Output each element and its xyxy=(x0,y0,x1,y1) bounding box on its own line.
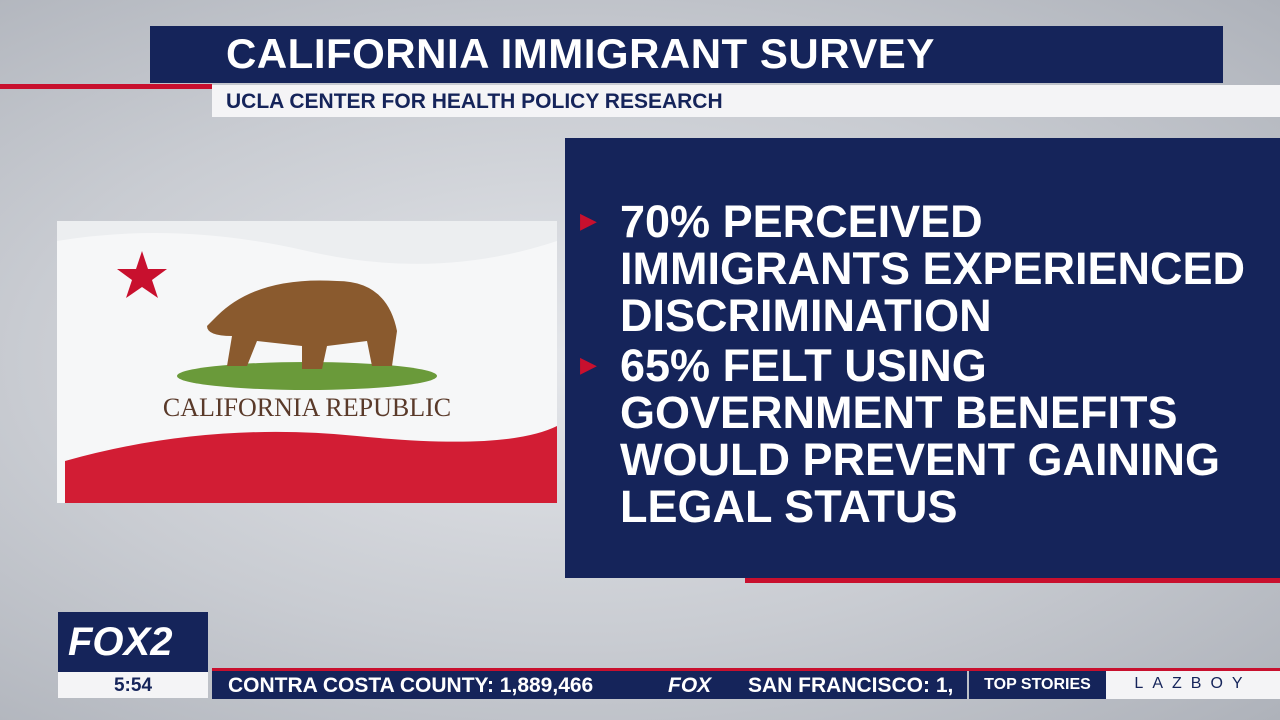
bullet-marker: ▶ xyxy=(580,352,597,377)
title-bar xyxy=(150,26,1223,83)
panel-accent xyxy=(745,578,1280,583)
sponsor: LAZBOY xyxy=(1134,675,1252,692)
subtitle: UCLA CENTER FOR HEALTH POLICY RESEARCH xyxy=(226,90,723,113)
station-logo: FOX2 xyxy=(68,620,173,664)
title: CALIFORNIA IMMIGRANT SURVEY xyxy=(226,30,935,77)
subtitle-bar xyxy=(212,85,1280,117)
bullet: ▶ 70% PERCEIVED IMMIGRANTS EXPERIENCED D… xyxy=(580,198,1260,339)
bullet-list: ▶ 70% PERCEIVED IMMIGRANTS EXPERIENCED D… xyxy=(580,198,1260,530)
station-logo-box xyxy=(58,612,208,672)
clock: 5:54 xyxy=(113,675,153,696)
ticker-section: TOP STORIES xyxy=(984,676,1091,693)
ticker-bar xyxy=(212,671,967,699)
flag-label: CALIFORNIA REPUBLIC xyxy=(163,393,451,422)
bullet-panel xyxy=(565,138,1280,578)
ticker-item: FOX xyxy=(668,674,712,697)
flag: CALIFORNIA REPUBLIC xyxy=(57,221,557,503)
ticker-item: SAN FRANCISCO: 1, xyxy=(748,674,954,697)
section-box xyxy=(969,671,1106,699)
bullet: ▶ 65% FELT USING GOVERNMENT BENEFITS WOU… xyxy=(580,342,1260,530)
ticker-item: CONTRA COSTA COUNTY: 1,889,466 xyxy=(228,674,594,697)
bullet-marker: ▶ xyxy=(580,208,597,233)
ticker-accent xyxy=(212,668,1280,671)
bullet-text: 70% PERCEIVED IMMIGRANTS EXPERIENCED DIS… xyxy=(620,196,1246,341)
bullet-text: 65% FELT USING GOVERNMENT BENEFITS WOULD… xyxy=(620,340,1221,532)
sponsor-box xyxy=(1106,671,1280,699)
accent-line xyxy=(0,84,212,89)
time-box xyxy=(58,672,208,698)
